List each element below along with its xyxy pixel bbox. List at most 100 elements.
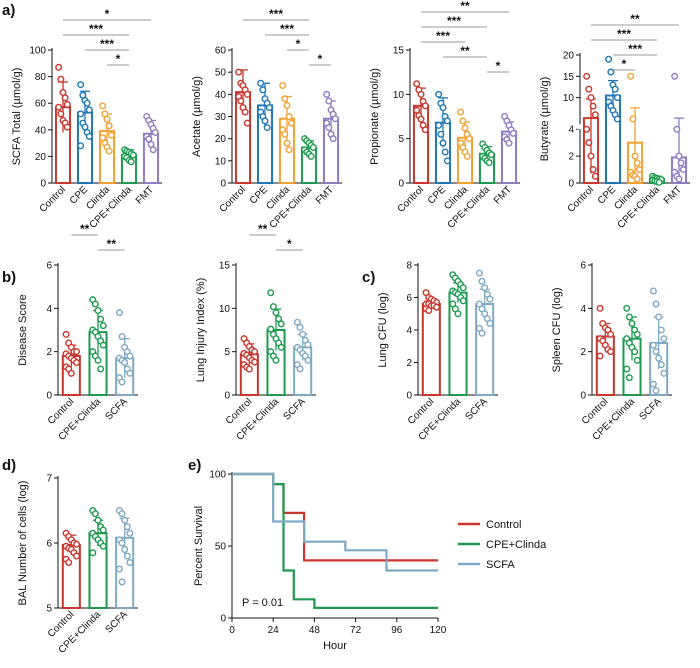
y-axis-label: Percent Survival — [193, 506, 205, 586]
data-point — [73, 348, 81, 356]
y-tick-label: 5 — [46, 604, 52, 615]
data-point — [437, 130, 445, 138]
data-point — [241, 108, 249, 116]
data-point — [657, 361, 665, 369]
y-axis-label: Propionate (µmol/g) — [369, 68, 381, 165]
data-point — [325, 124, 333, 132]
significance-label: *** — [436, 29, 450, 43]
y-tick-label: 0 — [580, 391, 586, 402]
data-point — [629, 115, 637, 123]
panel-letter-b: b) — [2, 269, 16, 286]
data-point — [91, 300, 99, 308]
data-point — [417, 90, 425, 98]
data-point — [287, 119, 295, 127]
data-point — [486, 295, 494, 303]
data-point — [421, 102, 429, 110]
panel-letter-d: d) — [2, 457, 16, 474]
x-tick-label: 48 — [309, 625, 321, 636]
data-point — [605, 55, 613, 63]
data-point — [583, 72, 591, 80]
data-point — [589, 102, 597, 110]
y-axis-label: Lung CFU (log) — [377, 292, 389, 367]
data-point — [655, 354, 663, 362]
data-point — [85, 106, 93, 114]
data-point — [126, 352, 134, 360]
data-point — [425, 307, 433, 315]
data-point — [633, 175, 641, 183]
data-point — [99, 322, 107, 330]
y-tick-label: 100 — [209, 470, 226, 481]
data-point — [261, 117, 269, 125]
data-point — [459, 284, 467, 292]
data-point — [126, 369, 134, 377]
data-point — [625, 313, 633, 321]
data-point — [62, 330, 70, 338]
data-point — [481, 284, 489, 292]
data-point — [323, 90, 331, 98]
data-point — [97, 315, 105, 323]
data-point — [435, 121, 443, 129]
y-axis-label: Disease Score — [17, 294, 29, 366]
data-point — [652, 387, 660, 395]
y-tick-label: 4 — [46, 304, 52, 315]
x-axis-label: Hour — [323, 640, 347, 652]
y-axis-label: Spleen CFU (log) — [551, 288, 563, 373]
data-point — [118, 333, 126, 341]
data-point — [587, 94, 595, 102]
axis-break-gap — [577, 124, 583, 130]
data-point — [73, 540, 81, 548]
data-point — [118, 378, 126, 386]
data-point — [243, 90, 251, 98]
data-point — [265, 104, 273, 112]
data-point — [591, 111, 599, 119]
data-point — [118, 510, 126, 518]
chart-e1: 0 50 100 0 24 48 72 96 120 Percent Survival Hour Co… — [193, 470, 547, 653]
data-point — [655, 178, 663, 186]
data-point — [633, 330, 641, 338]
data-point — [607, 348, 615, 356]
legend-label: Control — [486, 519, 521, 531]
panel-letter-e: e) — [188, 457, 201, 474]
data-point — [99, 341, 107, 349]
data-point — [655, 313, 663, 321]
data-point — [73, 552, 81, 560]
data-point — [660, 369, 668, 377]
y-tick-label: 15 — [393, 46, 405, 57]
data-point — [121, 359, 129, 367]
y-axis-label: Acetate (µmol/g) — [191, 76, 203, 157]
data-point — [129, 151, 137, 159]
x-category-label: SCFA — [104, 396, 130, 422]
data-point — [459, 117, 467, 125]
significance-label: ** — [460, 0, 470, 13]
data-point — [67, 369, 75, 377]
y-tick-label: 2 — [406, 358, 412, 369]
significance-label: *** — [269, 7, 283, 21]
data-point — [283, 139, 291, 147]
data-point — [127, 158, 135, 166]
data-point — [89, 549, 97, 557]
y-tick-label: 10 — [563, 93, 575, 104]
x-category-label: SCFA — [104, 609, 130, 635]
data-point — [443, 117, 451, 125]
x-tick-label: 24 — [268, 625, 280, 636]
x-category-label: SCFA — [282, 396, 308, 422]
significance-label: *** — [100, 37, 114, 51]
data-point — [591, 172, 599, 180]
data-point — [607, 68, 615, 76]
data-point — [281, 130, 289, 138]
data-point — [613, 115, 621, 123]
data-point — [73, 359, 81, 367]
significance-label: * — [496, 59, 501, 73]
data-point — [635, 166, 643, 174]
data-point — [91, 510, 99, 518]
data-point — [149, 146, 157, 154]
y-tick-label: 20 — [563, 51, 575, 62]
significance-label: *** — [628, 42, 642, 56]
y-tick-label: 0 — [40, 179, 46, 190]
